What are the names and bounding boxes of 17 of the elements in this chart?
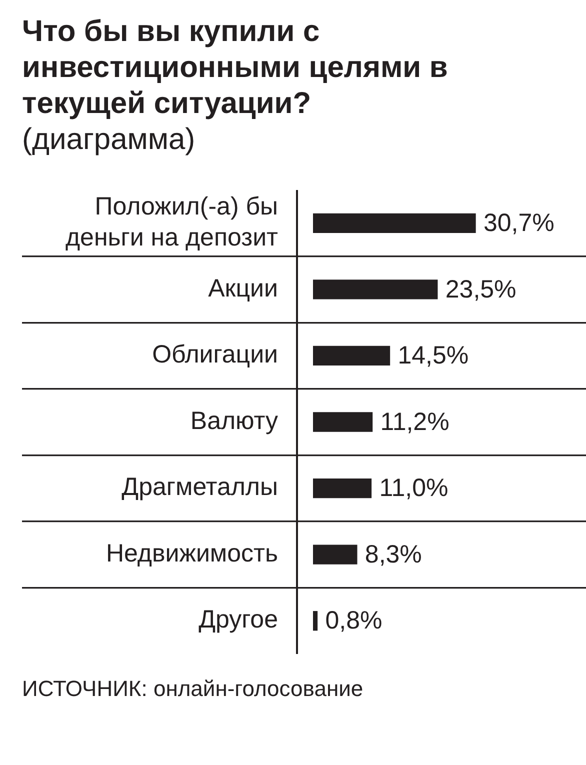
y-tick-label: Акции [208,274,278,302]
data-label: 14,5% [398,342,469,370]
data-label: 11,0% [379,474,448,502]
chart-title: Что бы вы купили с инвестиционными целями в текущей ситуации? [22,15,448,120]
data-label: 23,5% [445,275,516,304]
y-tick-label: Драгметаллы [122,473,278,502]
y-tick-label: Недвижимость [106,539,278,568]
data-label: 0,8% [325,606,382,635]
y-tick-label: Другое [198,606,278,634]
data-label: 11,2% [380,408,450,436]
data-label: 8,3% [364,540,422,568]
chart-subtitle: (диаграмма) [22,123,196,156]
y-tick-label: Облигации [152,340,278,369]
y-tick-label: Положил(-а) бы деньги на депозит [65,192,279,252]
data-label: 30,7% [484,209,554,238]
text: ИСТОЧНИК: онлайн-голосование [22,675,364,703]
y-tick-label: Валюту [190,406,278,435]
